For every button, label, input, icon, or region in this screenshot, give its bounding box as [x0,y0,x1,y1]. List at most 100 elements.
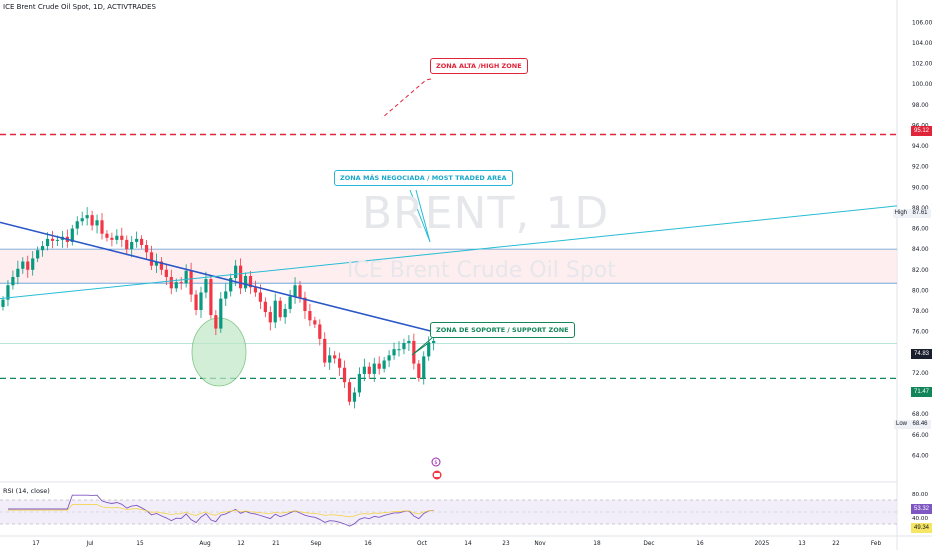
y-tick-label: 82.00 [912,268,929,274]
candle-body [219,298,223,329]
low-label: Low [893,420,909,429]
candle-body [293,285,297,297]
current-price-tag: 74.83 [911,349,932,359]
x-tick-label: 21 [272,541,280,547]
traded-zone-pointer [409,189,431,243]
candle-body [16,268,20,277]
candle-body [243,275,248,289]
x-tick-label: 17 [32,541,40,547]
candle-body [367,366,371,374]
y-tick-label: 72.00 [912,371,929,377]
candle-body [199,292,203,310]
candle-body [204,279,208,293]
support-zone-callout[interactable]: ZONA DE SOPORTE / SUPPORT ZONE [430,322,575,338]
candle-body [352,392,357,402]
candle-body [189,270,193,295]
x-tick-label: 2025 [755,541,770,547]
x-tick-label: Aug [199,541,211,547]
candle-body [125,239,129,250]
candle-body [194,294,198,310]
x-tick-label: 22 [832,541,840,547]
candle-body [283,308,287,318]
most-traded-zone [0,249,897,284]
candle-body [179,282,183,284]
rsi-axis-label: 40.00 [912,516,928,522]
candle-body [432,340,436,343]
candle-body [90,215,94,226]
candle-body [268,312,272,323]
watermark-name: ICE Brent Crude Oil Spot [347,258,616,283]
candle-body [149,252,154,266]
candle-body [392,349,396,356]
y-tick-label: 100.00 [912,82,932,88]
candle-body [239,265,243,289]
candle-body [41,246,45,251]
candle-body [105,233,109,238]
candle-body [412,340,416,364]
watermark-symbol: BRENT, 1D [362,188,610,239]
rsi-axis-label: 80.00 [912,492,928,498]
y-tick-label: 106.00 [912,20,932,26]
candle-body [397,349,401,351]
y-tick-label: 68.00 [912,412,929,418]
most-traded-callout[interactable]: ZONA MÁS NEGOCIADA / MOST TRADED AREA [334,170,513,186]
high-zone-callout[interactable]: ZONA ALTA /HIGH ZONE [430,58,528,74]
candle-body [342,367,347,383]
rsi-ma-line [8,504,434,518]
y-tick-label: 64.00 [912,453,929,459]
candle-body [169,276,173,289]
candle-body [387,355,391,361]
candle-body [407,340,411,343]
high-zone-pointer [381,78,432,119]
candle-body [333,355,337,359]
candle-body [263,301,267,313]
candle-body [422,356,426,379]
x-tick-label: Nov [534,541,546,547]
candle-body [338,358,342,368]
candle-body [273,300,277,323]
candle-body [31,258,35,270]
candle-body [135,238,139,242]
candle-body [288,296,292,309]
y-tick-label: 90.00 [912,185,929,191]
x-tick-label: Oct [417,541,428,547]
green-level-price-tag: 71.47 [911,387,932,397]
y-tick-label: 80.00 [912,288,929,294]
candle-body [248,275,253,288]
rsi-title: RSI (14, close) [3,487,50,495]
candle-body [417,363,421,379]
y-tick-label: 92.00 [912,165,929,171]
support-zone-pointer [411,337,433,356]
x-tick-label: Feb [871,541,882,547]
rsi-line [8,494,434,527]
candle-body [80,218,84,222]
x-tick-label: 18 [593,541,601,547]
candle-body [328,355,332,363]
candle-body [26,261,30,270]
candle-body [253,287,258,293]
candle-body [115,235,119,240]
candle-body [154,261,159,266]
candle-body [308,311,312,321]
candle-body [70,228,74,242]
support-highlight-circle [191,317,247,387]
chart-title: ICE Brent Crude Oil Spot, 1D, ACTIVTRADE… [3,3,156,11]
x-tick-label: 23 [502,541,510,547]
candle-body [224,291,228,299]
y-tick-label: 102.00 [912,62,932,68]
candle-body [184,270,188,284]
candle-body [6,285,10,300]
candle-body [140,238,144,246]
y-tick-label: 86.00 [912,227,929,233]
high-value: 87.61 [909,209,931,218]
dividend-icon-glyph: $ [434,460,437,466]
candle-body [214,315,218,329]
candle-body [159,261,163,270]
candle-body [278,300,282,318]
candle-body [347,382,352,402]
candle-body [313,320,317,325]
low-value: 68.46 [909,420,931,429]
candle-body [234,265,238,279]
